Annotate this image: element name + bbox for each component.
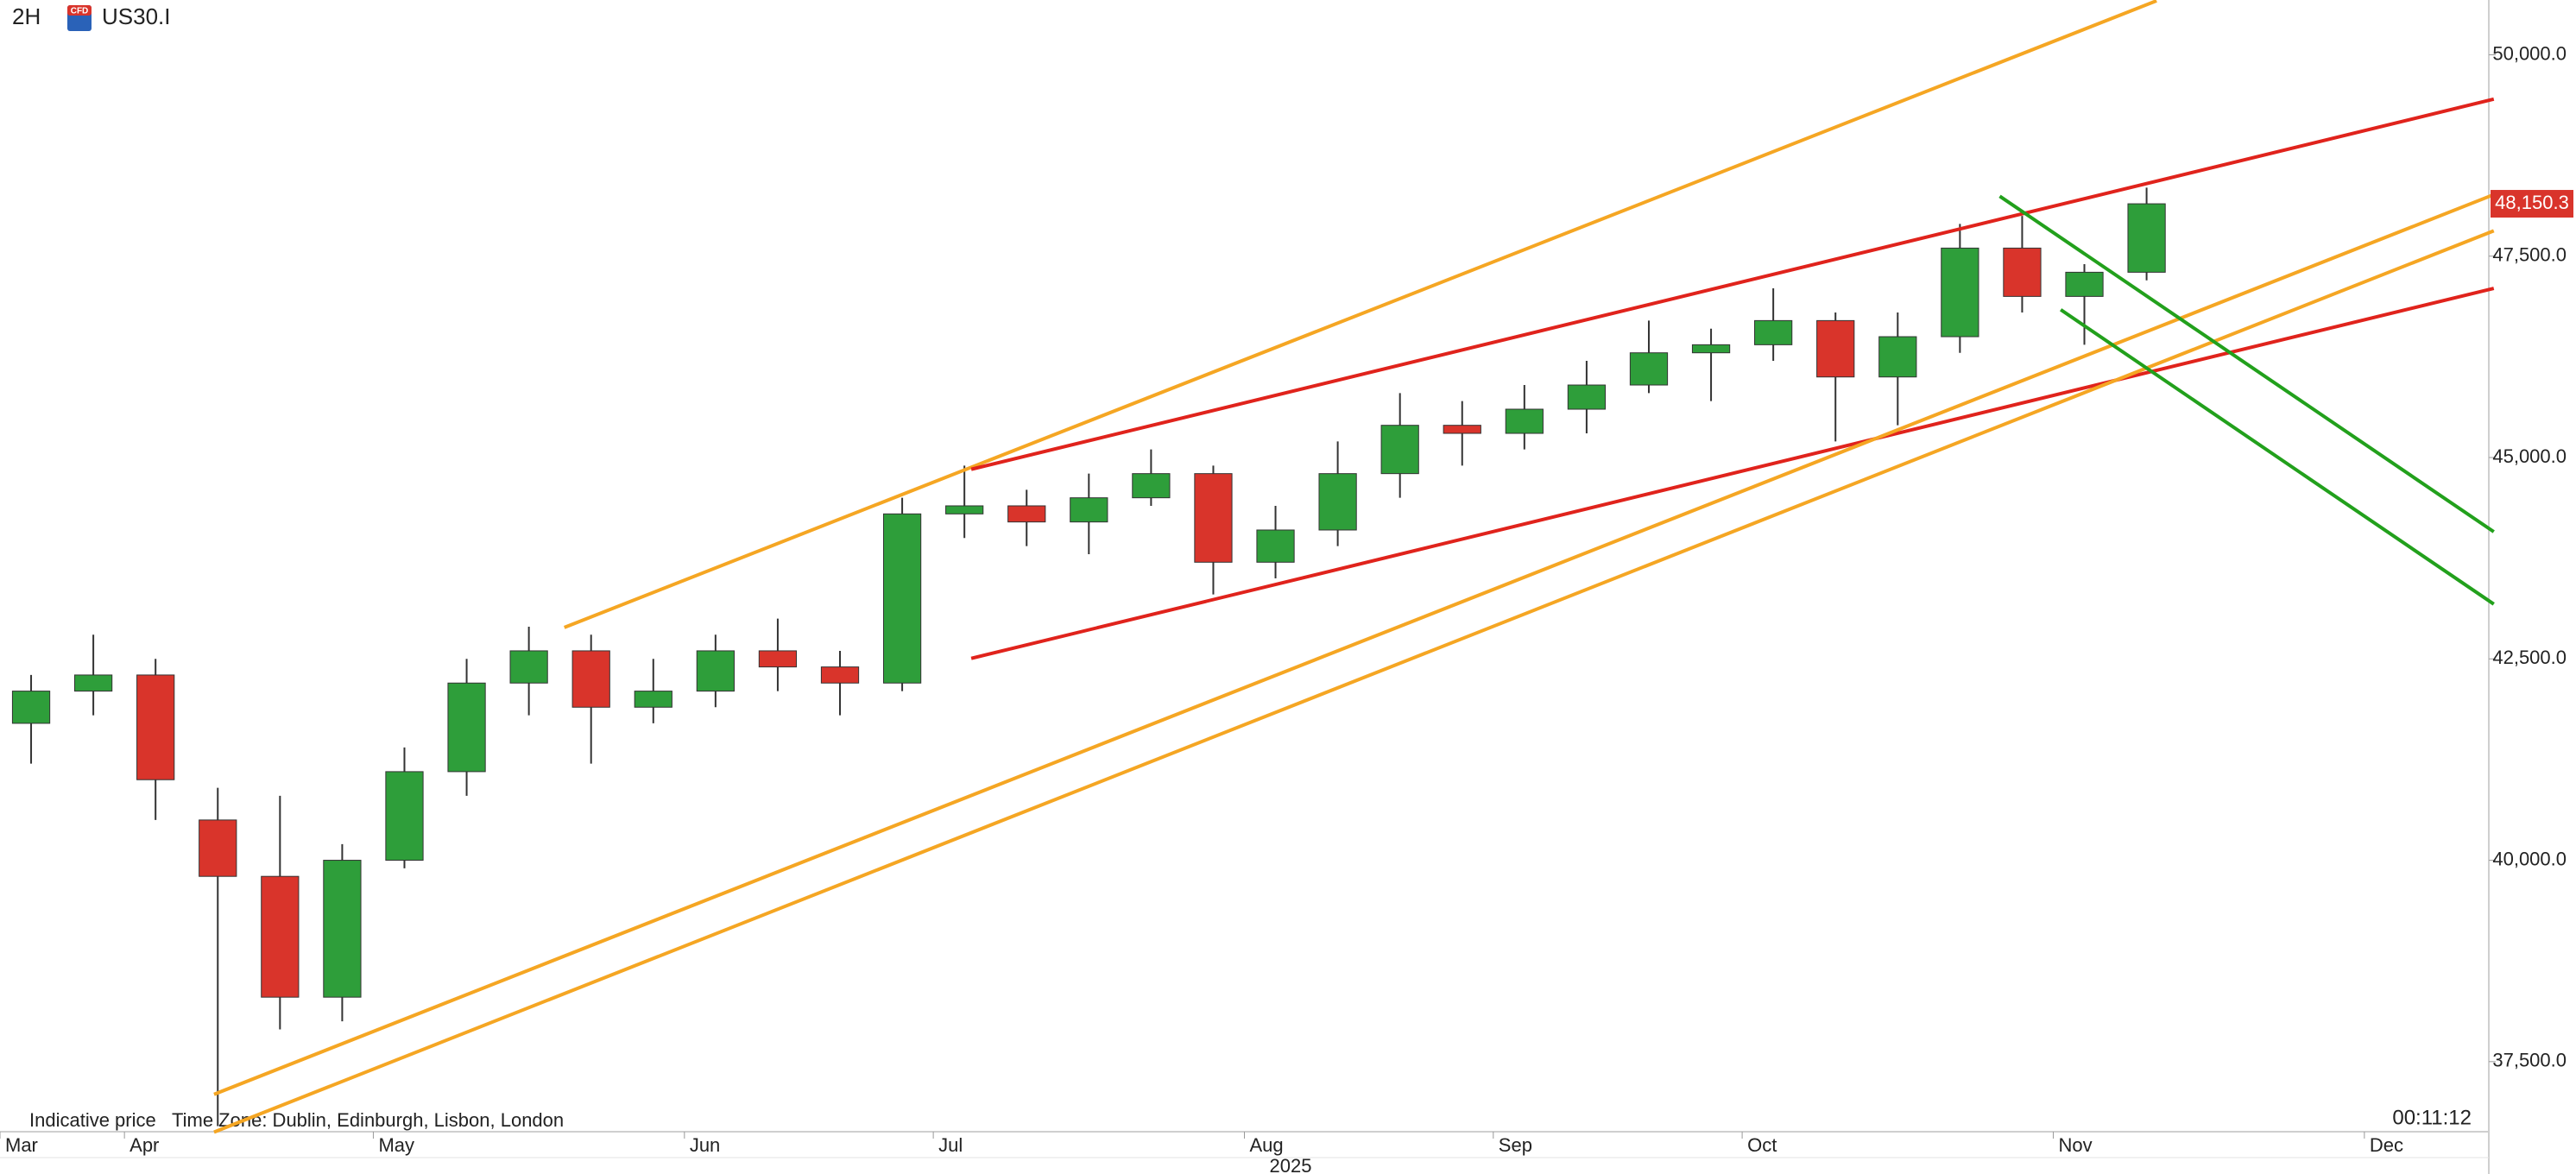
candle-body [136,674,175,780]
candle-body [1941,247,1979,338]
x-tick-label: Aug [1250,1134,1284,1156]
candle-body [1443,425,1481,434]
candle-body [323,860,362,998]
candle-body [634,691,672,708]
trendline [970,287,2495,660]
candle-body [945,505,984,514]
candle-body [73,674,113,692]
candle-body [1318,473,1357,531]
candle-body [2003,247,2042,297]
symbol-badge: CFD [71,7,89,16]
x-tick-label: Apr [129,1134,159,1156]
candle-body [1007,505,1046,523]
candle-body [1380,425,1419,475]
trendline [213,229,2495,1134]
candle-body [385,771,424,862]
candle-body [1256,529,1295,563]
x-tick-label: Dec [2370,1134,2403,1156]
candle-body [571,650,610,708]
interval[interactable]: 2H [12,3,41,29]
trendline [563,0,2157,629]
symbol[interactable]: US30.I [102,3,171,29]
candle-body [199,819,237,877]
y-tick-label: 50,000.0 [2492,42,2567,64]
candle-body [758,650,798,668]
trendline [970,97,2495,471]
candle-body [882,513,922,684]
candle-body [2127,203,2166,273]
x-tick-label: Jun [690,1134,720,1156]
x-tick-label: Sep [1499,1134,1532,1156]
candle-body [696,650,735,692]
y-tick-label: 40,000.0 [2492,848,2567,869]
y-tick-label: 42,500.0 [2492,647,2567,668]
footer-timezone: Time Zone: Dublin, Edinburgh, Lisbon, Lo… [172,1109,564,1131]
candle-body [509,650,548,684]
candle-body [1194,473,1233,563]
x-tick-label: Jul [938,1134,963,1156]
candle-body [261,875,300,998]
symbol-icon-top [67,5,92,16]
candle-body [1629,352,1669,386]
x-tick-label: Mar [5,1134,38,1156]
x-tick-label: Oct [1747,1134,1777,1156]
candle-body [820,666,860,684]
candle-body [2065,271,2104,297]
last-price-tag [2491,190,2573,218]
x-year-label: 2025 [1270,1155,1312,1174]
y-tick-label: 47,500.0 [2492,244,2567,266]
candle-body [1505,408,1544,434]
candle-body [1754,319,1793,345]
y-tick-label: 37,500.0 [2492,1050,2567,1071]
footer-indicative: Indicative price [29,1109,156,1131]
y-tick-label: 45,000.0 [2492,445,2567,467]
candle-body [11,691,51,724]
candle-body [1816,319,1855,378]
candle-body [1567,384,1607,410]
last-price-label: 48,150.3 [2495,192,2569,213]
countdown: 00:11:12 [2392,1106,2472,1129]
trendline [1998,194,2495,533]
x-tick-label: May [378,1134,414,1156]
candle-body [1691,344,1731,354]
candle-body [1070,497,1108,523]
x-tick-label: Nov [2058,1134,2092,1156]
candle-body [1878,336,1917,378]
trendline [2059,308,2495,606]
candle-body [1132,473,1171,499]
candle-body [447,682,486,773]
